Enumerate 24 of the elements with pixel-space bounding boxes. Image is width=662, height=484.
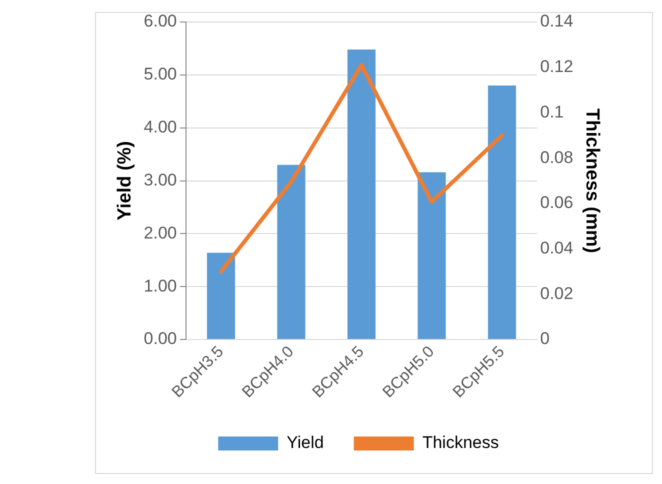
y2-tick-label: 0.12 [540, 57, 574, 76]
y2-tick-label: 0.04 [540, 238, 574, 258]
y-tick-label: 4.00 [144, 118, 177, 137]
legend-label: Thickness [422, 433, 499, 452]
y2-tick-label: 0.1 [540, 102, 564, 122]
y2-tick-label: 0 [540, 329, 550, 348]
y2-tick-label: 0.06 [540, 193, 574, 212]
y-tick-label: 3.00 [144, 170, 177, 190]
y2-tick-label: 0.08 [540, 148, 574, 167]
bar [488, 86, 516, 340]
bar [418, 172, 446, 340]
bar [206, 252, 236, 340]
y-axis-title: Yield (%) [114, 140, 136, 221]
bar [277, 164, 306, 340]
y2-tick-label: 0.02 [540, 284, 574, 303]
y2-axis-title: Thickness (mm) [581, 108, 602, 254]
y2-tick-label: 0.14 [540, 12, 574, 31]
y-tick-label: 5.00 [144, 64, 177, 84]
y-tick-label: 2.00 [144, 223, 177, 242]
legend-label: Yield [286, 433, 324, 452]
bar [347, 50, 376, 340]
y-tick-label: 6.00 [144, 12, 177, 31]
y-tick-label: 1.00 [144, 276, 177, 296]
y-tick-label: 0.00 [144, 329, 177, 348]
